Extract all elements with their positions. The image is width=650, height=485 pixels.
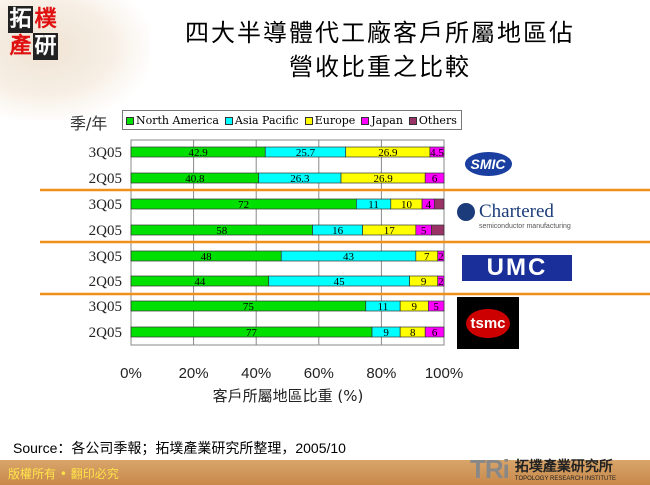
y-tick-label: 2Q05 [89, 171, 122, 187]
legend-label: Japan [371, 113, 403, 127]
legend-label: North America [136, 113, 219, 127]
tsmc-logo-text: tsmc [466, 308, 510, 338]
bar-segment-japan [424, 326, 445, 338]
x-axis-title: 客戶所屬地區比重 (%) [213, 387, 364, 405]
data-label: 75 [243, 301, 255, 313]
footer-bar [0, 460, 650, 485]
data-label: 6 [432, 327, 438, 339]
legend-label: Europe [314, 113, 356, 127]
data-label: 25.7 [296, 147, 316, 159]
legend-swatch [361, 116, 370, 125]
data-label: 16 [332, 225, 344, 237]
chartered-swoosh-icon [457, 202, 475, 221]
x-tick-label: 40% [241, 365, 271, 382]
title-line-1: 四大半導體代工廠客戶所屬地區佔 [185, 19, 575, 47]
stacked-bar-chart: 0% 20% 40% 60% 80% 100%客戶所屬地區比重 (%)3Q05 42.9 25… [40, 139, 650, 405]
data-label: 7 [424, 251, 430, 263]
data-label: 17 [384, 225, 396, 237]
y-tick-label: 3Q05 [89, 249, 122, 265]
data-label: 40.8 [185, 173, 205, 185]
y-tick-label: 2Q05 [89, 223, 122, 239]
data-label: 42.9 [189, 147, 209, 159]
bar-segment-japan [437, 275, 445, 287]
logo-char: 樸 [34, 7, 57, 32]
legend-item: Asia Pacific [224, 113, 299, 127]
y-tick-label: 3Q05 [89, 299, 122, 315]
data-label: 5 [433, 301, 439, 313]
x-tick-label: 100% [425, 365, 463, 382]
x-tick-label: 80% [366, 365, 396, 382]
legend-label: Asia Pacific [234, 113, 299, 127]
legend-swatch [126, 116, 134, 125]
data-label: 77 [246, 327, 258, 339]
data-label: 11 [368, 199, 379, 211]
data-label: 2 [438, 276, 444, 288]
chart-legend: North America Asia Pacific Europe Japan Othe… [122, 110, 462, 130]
topology-logo: 拓樸產研 [8, 6, 60, 62]
umc-logo: UMC [462, 254, 572, 281]
data-label: 8 [410, 327, 416, 339]
x-tick-label: 0% [120, 365, 142, 382]
data-label: 72 [238, 199, 249, 211]
legend-label: Others [418, 113, 457, 127]
tri-logo: TRi 拓墣產業研究所 TOPOLOGY RESEARCH INSTITUTE [470, 454, 650, 484]
copyright-text: 版權所有 • 翻印必究 [8, 467, 119, 481]
data-label: 9 [412, 301, 418, 313]
data-label: 43 [343, 251, 355, 263]
chartered-subtitle: semiconductor manufacturing [479, 222, 571, 230]
legend-swatch [408, 116, 417, 125]
chartered-logo-text: Chartered [479, 200, 554, 222]
legend-swatch [304, 116, 313, 125]
y-axis-title: 季/年 [70, 114, 108, 133]
data-label: 9 [383, 327, 389, 339]
bar-segment-japan [437, 250, 445, 262]
chartered-name: Chartered [455, 201, 554, 223]
bar-segment-others [434, 198, 445, 210]
logo-char: 產 [9, 34, 32, 59]
legend-item: Europe [304, 113, 356, 127]
data-label: 9 [421, 276, 427, 288]
chartered-logo: Chartered semiconductor manufacturing [455, 200, 595, 230]
data-label: 26.9 [373, 173, 393, 185]
data-label: 6 [432, 173, 438, 185]
logo-char: 研 [33, 33, 58, 60]
smic-logo: SMIC [458, 145, 518, 183]
data-label: 26.3 [290, 173, 310, 185]
legend-swatch [224, 116, 233, 125]
smic-logo-text: SMIC [464, 152, 512, 176]
data-label: 2 [438, 251, 444, 263]
logo-char: 拓 [8, 6, 33, 33]
y-tick-label: 2Q05 [89, 325, 122, 341]
legend-item: Others [408, 113, 457, 127]
data-label: 44 [194, 276, 206, 288]
data-label: 45 [334, 276, 346, 288]
page-title: 四大半導體代工廠客戶所屬地區佔 營收比重之比較 [120, 16, 640, 84]
legend-item: Japan [361, 114, 403, 127]
legend-item: North America [126, 114, 219, 127]
bar-segment-japan [429, 146, 445, 158]
tri-name: 拓墣產業研究所 [514, 459, 613, 475]
tsmc-logo: tsmc [457, 297, 519, 349]
title-line-2: 營收比重之比較 [289, 53, 471, 81]
data-label: 11 [378, 301, 389, 313]
data-label: 4.5 [430, 147, 444, 159]
data-label: 5 [421, 225, 427, 237]
source-note: Source：各公司季報；拓墣產業研究所整理，2005/10 [13, 440, 346, 456]
data-label: 10 [401, 199, 413, 211]
x-tick-label: 60% [304, 365, 334, 382]
y-tick-label: 3Q05 [89, 145, 122, 161]
data-label: 4 [426, 199, 432, 211]
bar-segment-japan [424, 172, 445, 184]
data-label: 48 [201, 251, 213, 263]
bar-segment-japan [428, 300, 445, 312]
y-tick-label: 2Q05 [89, 274, 122, 290]
x-tick-label: 20% [179, 365, 209, 382]
y-tick-label: 3Q05 [89, 197, 122, 213]
tri-subtitle: TOPOLOGY RESEARCH INSTITUTE [514, 476, 617, 482]
data-label: 58 [216, 225, 228, 237]
data-label: 26.9 [378, 147, 398, 159]
bar-segment-others [431, 224, 445, 236]
tri-mark: TRi [470, 453, 510, 484]
